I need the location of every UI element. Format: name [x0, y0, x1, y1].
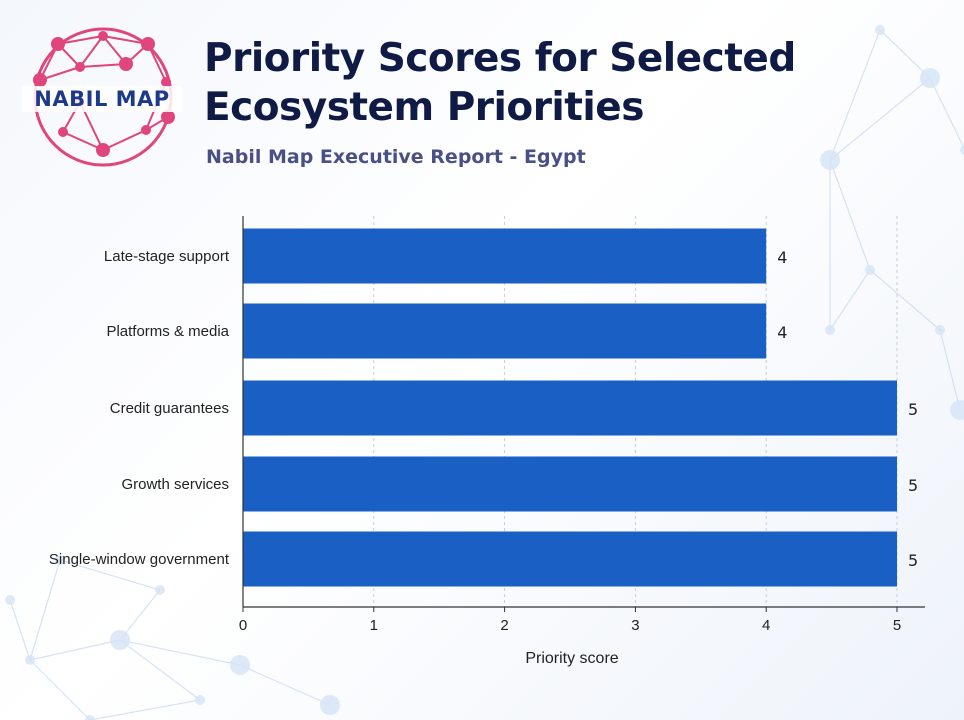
category-label: Platforms & media	[106, 323, 229, 340]
logo-link	[79, 63, 127, 68]
logo-link	[147, 43, 167, 83]
network-node-decoration	[950, 400, 964, 420]
x-tick-label: 2	[500, 617, 508, 634]
network-link-decoration	[29, 659, 91, 720]
bar-platforms-media	[243, 303, 767, 359]
logo-node	[141, 37, 155, 51]
network-link-decoration	[829, 29, 881, 161]
network-link-decoration	[59, 559, 161, 591]
network-link-decoration	[119, 589, 161, 641]
network-link-decoration	[89, 699, 201, 720]
page-title: Priority Scores for Selected Ecosystem P…	[204, 36, 796, 130]
page-subtitle: Nabil Map Executive Report - Egypt	[206, 146, 586, 168]
x-tick-label: 0	[239, 617, 247, 634]
network-node-decoration	[110, 630, 130, 650]
network-node-decoration	[935, 325, 945, 335]
network-link-decoration	[239, 664, 331, 706]
network-link-decoration	[929, 77, 964, 150]
network-link-decoration	[939, 329, 961, 411]
logo-link	[39, 66, 81, 81]
data-label: 5	[908, 476, 918, 495]
bar-late-stage-support	[243, 228, 767, 284]
network-link-decoration	[829, 269, 871, 331]
network-node-decoration	[875, 25, 885, 35]
network-link-decoration	[879, 29, 931, 79]
logo-node	[96, 143, 110, 157]
bar-growth-services	[243, 456, 897, 512]
network-node-decoration	[960, 145, 964, 155]
category-label: Credit guarantees	[110, 400, 229, 417]
network-link-decoration	[829, 159, 871, 271]
logo-node	[33, 73, 47, 87]
category-label: Late-stage support	[104, 248, 230, 265]
network-node-decoration	[55, 555, 65, 565]
bar-single-window-government	[243, 531, 897, 587]
category-label: Growth services	[121, 476, 229, 493]
x-tick-label: 1	[370, 617, 378, 634]
network-link-decoration	[119, 639, 241, 666]
network-node-decoration	[320, 695, 340, 715]
network-node-decoration	[865, 265, 875, 275]
x-tick-label: 4	[762, 617, 770, 634]
labels: 0 1 2 3 4 5 Late-stage support 4 Platforms & med…	[49, 248, 918, 634]
logo-node	[58, 127, 68, 137]
logo-node	[141, 125, 151, 135]
network-node-decoration	[920, 68, 940, 88]
bars	[243, 228, 897, 587]
data-label: 5	[908, 551, 918, 570]
logo-link	[62, 131, 104, 151]
x-tick-label: 3	[631, 617, 639, 634]
network-node-decoration	[825, 325, 835, 335]
x-axis-title: Priority score	[525, 650, 618, 667]
network-node-decoration	[5, 595, 15, 605]
data-label: 4	[777, 248, 787, 267]
network-node-decoration	[25, 655, 35, 665]
bar-credit-guarantees	[243, 380, 897, 436]
logo-link	[79, 35, 104, 68]
data-label: 4	[777, 323, 787, 342]
logo-link	[102, 129, 147, 151]
logo-node	[161, 110, 175, 124]
network-node-decoration	[820, 150, 840, 170]
network-node-decoration	[85, 715, 95, 720]
network-link-decoration	[119, 639, 201, 701]
x-tick-label: 5	[893, 617, 901, 634]
logo-link	[57, 35, 104, 45]
logo-text: NABIL MAP	[22, 86, 182, 112]
network-link-decoration	[29, 639, 121, 661]
network-node-decoration	[195, 695, 205, 705]
network-link-decoration	[29, 559, 61, 661]
network-link-decoration	[9, 599, 31, 661]
network-link-decoration	[829, 77, 931, 161]
logo-node	[161, 77, 171, 87]
network-node-decoration	[230, 655, 250, 675]
network-node-decoration	[155, 585, 165, 595]
logo-node	[119, 57, 133, 71]
logo-node	[75, 62, 85, 72]
network-link-decoration	[869, 269, 941, 331]
axes	[242, 216, 925, 608]
category-label: Single-window government	[49, 551, 230, 568]
logo-link	[102, 35, 149, 45]
logo-node	[98, 31, 108, 41]
data-label: 5	[908, 400, 918, 419]
logo-node	[51, 37, 65, 51]
